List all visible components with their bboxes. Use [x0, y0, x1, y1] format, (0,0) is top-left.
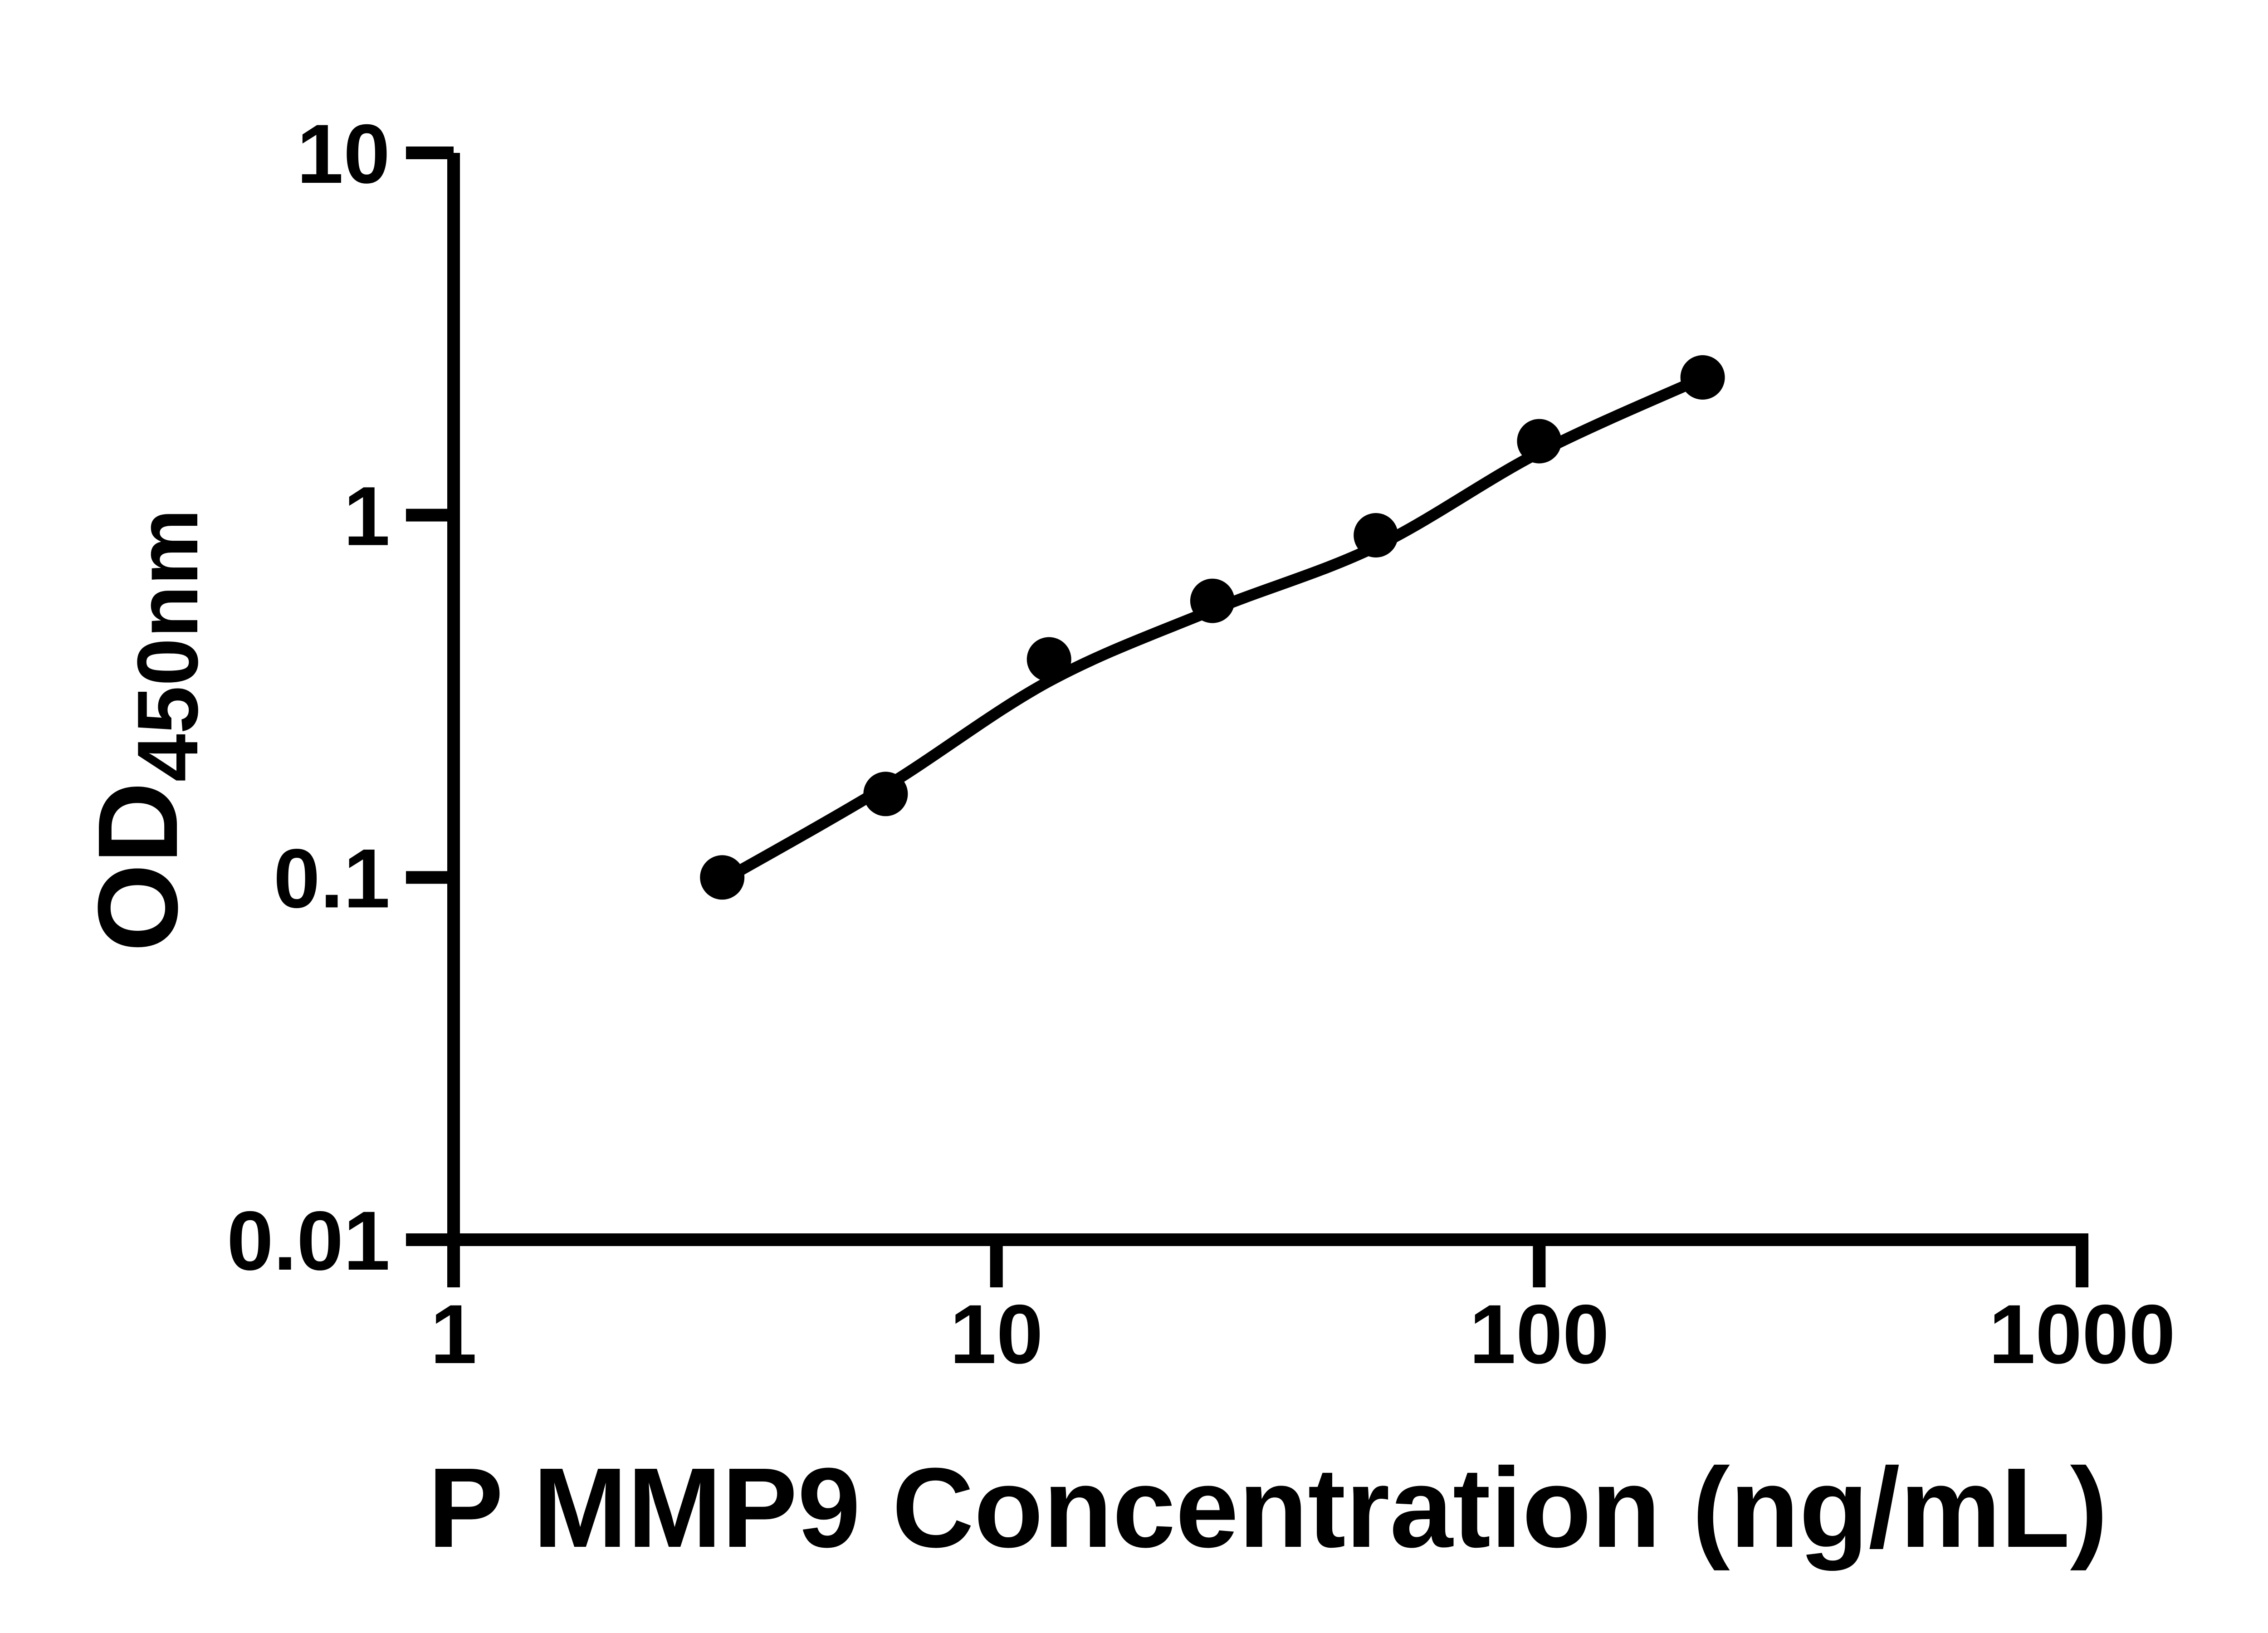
y-tick-label: 0.01 [227, 1194, 390, 1288]
x-tick-label: 1000 [1989, 1288, 2175, 1381]
data-point [863, 772, 908, 816]
data-point [700, 855, 745, 900]
data-points [700, 355, 1725, 900]
y-axis-title-subscript: 450nm [120, 508, 216, 782]
x-tick-label: 100 [1469, 1288, 1609, 1381]
x-tick-label: 1 [430, 1288, 477, 1381]
data-point [1354, 513, 1398, 557]
data-point [1680, 355, 1725, 400]
y-axis-title: OD450nm [74, 508, 216, 952]
y-tick-label: 0.1 [274, 832, 390, 925]
axes [447, 153, 2088, 1246]
y-tick-label: 10 [297, 108, 390, 201]
data-point [1026, 637, 1071, 682]
data-point [1517, 419, 1562, 464]
tick-labels: 1 10 100 1000 10 1 0.1 0.01 [227, 108, 2175, 1381]
x-tick-label: 10 [950, 1288, 1043, 1381]
tick-marks [406, 146, 2089, 1287]
data-point [1190, 578, 1235, 623]
y-axis-title-base: OD [74, 782, 201, 952]
y-tick-label: 1 [343, 470, 390, 563]
x-axis-title: P MMP9 Concentration (ng/mL) [428, 1444, 2108, 1571]
